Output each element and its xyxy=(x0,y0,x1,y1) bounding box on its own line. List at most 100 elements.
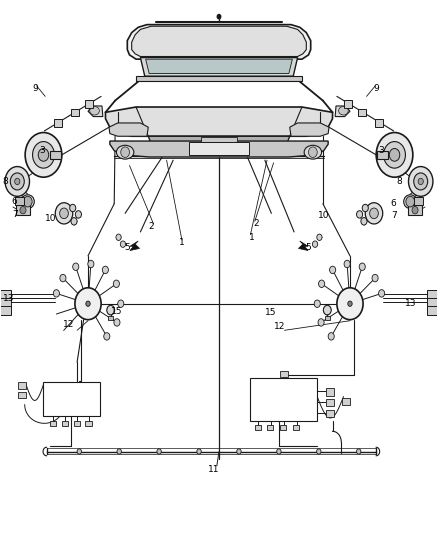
Bar xyxy=(85,421,92,426)
Text: 8: 8 xyxy=(2,177,8,186)
Bar xyxy=(358,109,366,116)
Circle shape xyxy=(86,301,90,306)
Text: 15: 15 xyxy=(111,307,122,316)
Text: 1: 1 xyxy=(179,238,185,247)
Bar xyxy=(378,151,389,159)
Bar xyxy=(71,109,79,116)
Text: 2: 2 xyxy=(253,220,259,229)
Circle shape xyxy=(376,133,413,177)
Text: 3: 3 xyxy=(378,146,384,155)
Text: 10: 10 xyxy=(318,212,329,221)
Circle shape xyxy=(412,206,418,214)
Circle shape xyxy=(372,274,378,282)
Circle shape xyxy=(102,266,109,273)
Circle shape xyxy=(217,14,221,19)
Bar xyxy=(293,425,299,430)
Polygon shape xyxy=(106,107,332,136)
Text: 13: 13 xyxy=(3,294,14,303)
Circle shape xyxy=(384,142,406,168)
Circle shape xyxy=(104,333,110,340)
Bar xyxy=(414,197,424,205)
Bar xyxy=(189,142,249,155)
Circle shape xyxy=(237,449,241,454)
Polygon shape xyxy=(130,241,140,251)
Circle shape xyxy=(359,263,365,270)
Circle shape xyxy=(11,173,24,190)
Polygon shape xyxy=(335,106,350,117)
Circle shape xyxy=(71,217,77,225)
Circle shape xyxy=(370,208,378,219)
Bar xyxy=(255,425,261,430)
Circle shape xyxy=(357,449,361,454)
Bar xyxy=(108,317,113,320)
Bar xyxy=(18,382,26,389)
Polygon shape xyxy=(290,123,329,136)
Circle shape xyxy=(77,449,81,454)
Circle shape xyxy=(53,289,60,297)
Circle shape xyxy=(60,274,66,282)
Circle shape xyxy=(32,142,54,168)
Circle shape xyxy=(406,196,415,207)
Circle shape xyxy=(117,449,121,454)
Circle shape xyxy=(378,289,385,297)
Ellipse shape xyxy=(21,195,34,208)
Bar xyxy=(326,409,334,417)
Text: 3: 3 xyxy=(39,146,45,155)
Circle shape xyxy=(344,260,350,268)
Bar xyxy=(409,205,422,215)
Bar xyxy=(85,100,93,108)
Text: 13: 13 xyxy=(405,299,417,308)
Circle shape xyxy=(318,280,325,287)
Circle shape xyxy=(318,319,324,326)
Bar xyxy=(280,370,288,377)
Bar xyxy=(0,298,11,307)
Text: 6: 6 xyxy=(12,197,18,206)
Circle shape xyxy=(120,241,126,247)
Circle shape xyxy=(197,449,201,454)
Bar xyxy=(326,399,334,406)
Circle shape xyxy=(361,217,367,225)
Polygon shape xyxy=(110,141,328,157)
Circle shape xyxy=(337,288,363,320)
Ellipse shape xyxy=(304,146,321,159)
Bar xyxy=(375,119,383,126)
Circle shape xyxy=(121,147,130,158)
Circle shape xyxy=(5,166,29,196)
Text: 5: 5 xyxy=(124,244,130,253)
Ellipse shape xyxy=(404,195,417,208)
Circle shape xyxy=(157,449,161,454)
Circle shape xyxy=(317,449,321,454)
Bar xyxy=(326,388,334,395)
Bar xyxy=(54,119,62,126)
Circle shape xyxy=(118,300,124,308)
Circle shape xyxy=(365,203,383,224)
Circle shape xyxy=(25,133,62,177)
Ellipse shape xyxy=(117,146,134,159)
Bar xyxy=(427,290,438,299)
Circle shape xyxy=(113,280,120,287)
Bar xyxy=(49,421,56,426)
Circle shape xyxy=(328,333,334,340)
Ellipse shape xyxy=(90,107,99,115)
Circle shape xyxy=(38,149,49,161)
Bar xyxy=(344,100,352,108)
Circle shape xyxy=(317,234,322,240)
Circle shape xyxy=(329,266,336,273)
Circle shape xyxy=(70,204,76,212)
Bar xyxy=(201,137,237,142)
Circle shape xyxy=(88,260,94,268)
Polygon shape xyxy=(127,25,311,59)
Text: 9: 9 xyxy=(373,84,379,93)
Circle shape xyxy=(55,203,73,224)
Circle shape xyxy=(14,178,20,184)
Bar xyxy=(14,197,24,205)
Circle shape xyxy=(75,288,101,320)
Bar xyxy=(267,425,273,430)
Polygon shape xyxy=(141,58,297,76)
Text: 10: 10 xyxy=(45,214,57,223)
Text: 1: 1 xyxy=(249,233,254,242)
Bar xyxy=(325,317,330,320)
Polygon shape xyxy=(88,106,103,117)
Text: 7: 7 xyxy=(12,210,18,219)
Bar xyxy=(280,425,286,430)
